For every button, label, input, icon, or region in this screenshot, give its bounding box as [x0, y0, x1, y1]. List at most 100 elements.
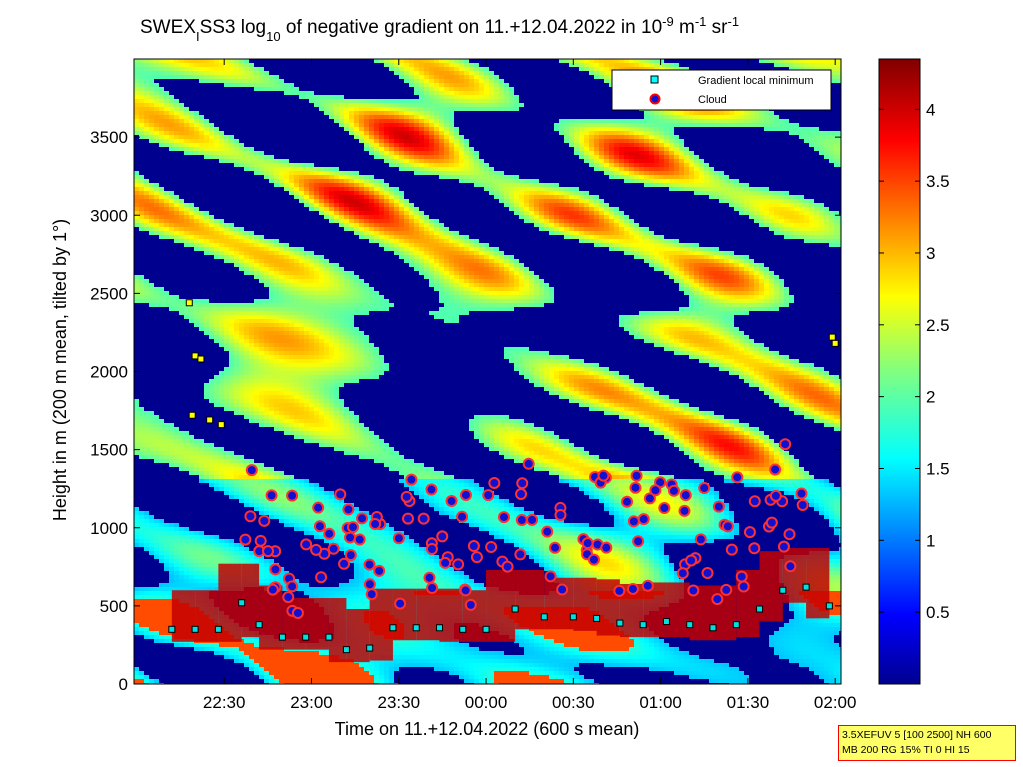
heatmap-cell	[509, 307, 514, 311]
heatmap-cell	[829, 139, 834, 143]
heatmap-cell	[624, 143, 629, 147]
heatmap-cell	[324, 319, 329, 323]
heatmap-cell	[254, 155, 259, 159]
heatmap-cell	[459, 151, 464, 155]
heatmap-cell	[634, 159, 639, 163]
heatmap-cell	[449, 107, 454, 111]
heatmap-cell	[374, 207, 379, 211]
heatmap-cell	[299, 267, 304, 271]
heatmap-cell	[269, 243, 274, 247]
heatmap-cell	[309, 311, 314, 315]
heatmap-cell	[374, 307, 379, 311]
heatmap-cell	[404, 211, 409, 215]
heatmap-cell	[474, 275, 479, 279]
heatmap-cell	[419, 99, 424, 103]
heatmap-cell	[509, 95, 514, 99]
heatmap-cell	[599, 167, 604, 171]
heatmap-cell	[284, 263, 289, 267]
heatmap-cell	[364, 139, 369, 143]
heatmap-cell	[464, 243, 469, 247]
heatmap-cell	[619, 147, 624, 151]
heatmap-cell	[814, 239, 819, 243]
heatmap-cell	[744, 199, 749, 203]
heatmap-cell	[659, 255, 664, 259]
heatmap-cell	[729, 255, 734, 259]
heatmap-cell	[459, 79, 464, 83]
heatmap-cell	[484, 179, 489, 183]
heatmap-cell	[334, 299, 339, 303]
heatmap-cell	[529, 219, 534, 223]
heatmap-cell	[344, 119, 349, 123]
heatmap-cell	[234, 231, 239, 235]
heatmap-cell	[804, 223, 809, 227]
heatmap-cell	[754, 267, 759, 271]
heatmap-cell	[779, 127, 784, 131]
heatmap-cell	[464, 71, 469, 75]
heatmap-cell	[254, 271, 259, 275]
heatmap-cell	[409, 127, 414, 131]
heatmap-cell	[484, 71, 489, 75]
heatmap-cell	[419, 159, 424, 163]
heatmap-cell	[654, 159, 659, 163]
heatmap-cell	[134, 295, 139, 299]
heatmap-cell	[589, 67, 594, 71]
heatmap-cell	[269, 175, 274, 179]
heatmap-cell	[134, 131, 139, 135]
heatmap-cell	[214, 227, 219, 231]
heatmap-cell	[254, 167, 259, 171]
heatmap-cell	[324, 187, 329, 191]
heatmap-cell	[679, 335, 684, 339]
heatmap-cell	[339, 283, 344, 287]
heatmap-cell	[594, 243, 599, 247]
heatmap-cell	[699, 283, 704, 287]
heatmap-cell	[329, 267, 334, 271]
heatmap-cell	[699, 291, 704, 295]
heatmap-cell	[394, 159, 399, 163]
heatmap-cell	[424, 59, 429, 63]
heatmap-cell	[469, 239, 474, 243]
heatmap-cell	[134, 279, 139, 283]
heatmap-cell	[214, 239, 219, 243]
heatmap-cell	[294, 251, 299, 255]
heatmap-cell	[229, 67, 234, 71]
heatmap-cell	[839, 59, 841, 63]
heatmap-cell	[159, 287, 164, 291]
heatmap-cell	[619, 211, 624, 215]
heatmap-cell	[184, 63, 189, 67]
heatmap-cell	[159, 203, 164, 207]
heatmap-cell	[234, 327, 239, 331]
heatmap-cell	[204, 155, 209, 159]
heatmap-cell	[214, 319, 219, 323]
heatmap-cell	[204, 243, 209, 247]
heatmap-cell	[189, 223, 194, 227]
heatmap-cell	[394, 163, 399, 167]
heatmap-cell	[739, 291, 744, 295]
heatmap-cell	[724, 339, 729, 343]
heatmap-cell	[624, 223, 629, 227]
heatmap-cell	[439, 99, 444, 103]
heatmap-cell	[464, 239, 469, 243]
heatmap-cell	[179, 203, 184, 207]
heatmap-cell	[754, 295, 759, 299]
heatmap-cell	[294, 299, 299, 303]
heatmap-cell	[719, 327, 724, 331]
heatmap-cell	[279, 323, 284, 327]
heatmap-cell	[329, 335, 334, 339]
heatmap-cell	[644, 323, 649, 327]
heatmap-cell	[349, 199, 354, 203]
heatmap-cell	[739, 119, 744, 123]
heatmap-cell	[159, 211, 164, 215]
heatmap-cell	[804, 207, 809, 211]
heatmap-cell	[514, 199, 519, 203]
heatmap-cell	[569, 235, 574, 239]
heatmap-cell	[144, 115, 149, 119]
heatmap-cell	[154, 67, 159, 71]
heatmap-cell	[764, 111, 769, 115]
heatmap-cell	[339, 267, 344, 271]
heatmap-cell	[384, 191, 389, 195]
heatmap-cell	[239, 255, 244, 259]
heatmap-cell	[449, 63, 454, 67]
heatmap-cell	[159, 119, 164, 123]
heatmap-cell	[784, 59, 789, 63]
heatmap-cell	[369, 199, 374, 203]
